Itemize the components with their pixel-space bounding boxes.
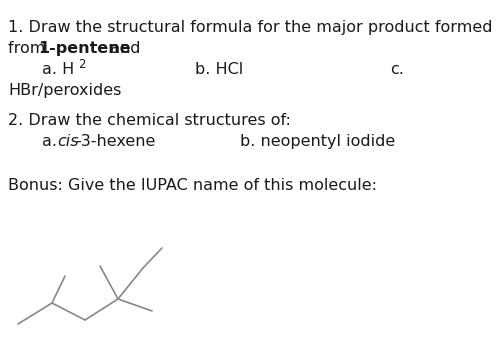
- Text: 1-pentene: 1-pentene: [38, 41, 131, 56]
- Text: HBr/peroxides: HBr/peroxides: [8, 83, 121, 98]
- Text: cis: cis: [57, 134, 79, 149]
- Text: from: from: [8, 41, 50, 56]
- Text: 2: 2: [78, 58, 86, 71]
- Text: c.: c.: [390, 62, 404, 77]
- Text: and: and: [105, 41, 141, 56]
- Text: 1. Draw the structural formula for the major product formed: 1. Draw the structural formula for the m…: [8, 20, 492, 35]
- Text: a. H: a. H: [42, 62, 74, 77]
- Text: 2. Draw the chemical structures of:: 2. Draw the chemical structures of:: [8, 113, 291, 128]
- Text: -3-hexene: -3-hexene: [75, 134, 155, 149]
- Text: a.: a.: [42, 134, 62, 149]
- Text: Bonus: Give the IUPAC name of this molecule:: Bonus: Give the IUPAC name of this molec…: [8, 178, 377, 193]
- Text: b. HCl: b. HCl: [195, 62, 243, 77]
- Text: b. neopentyl iodide: b. neopentyl iodide: [240, 134, 395, 149]
